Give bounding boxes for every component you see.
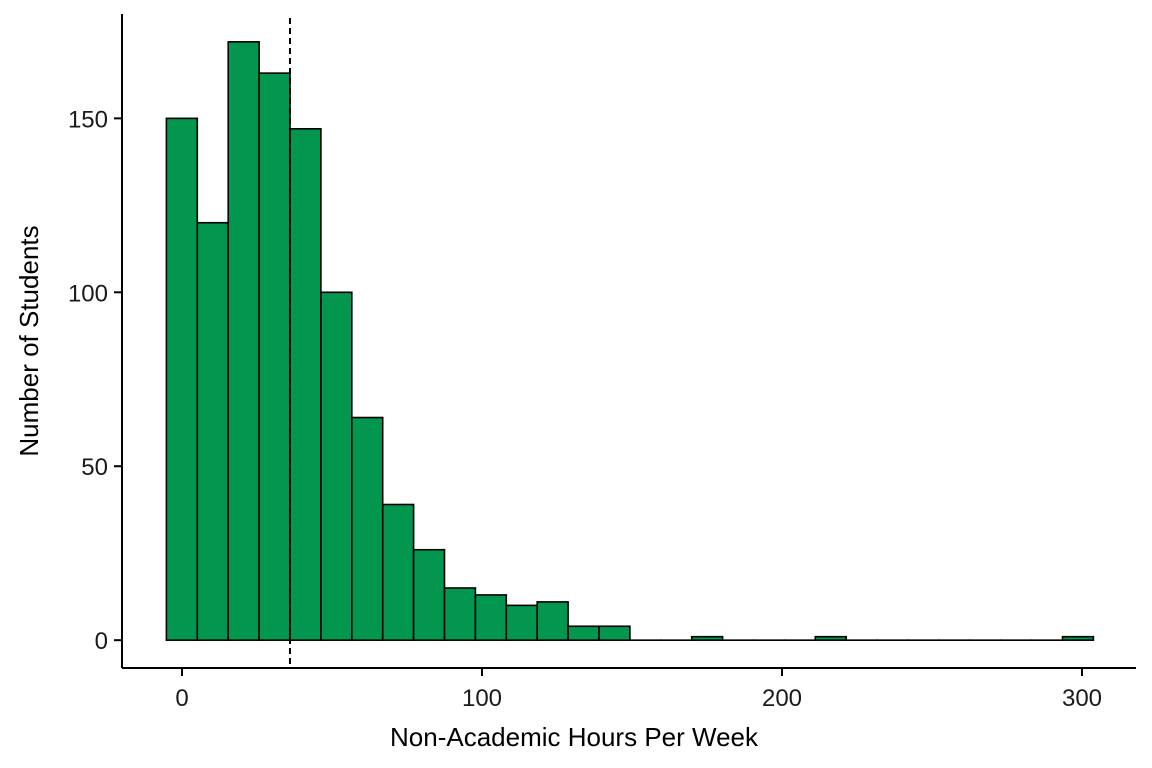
histogram-bar: [1061, 635, 1095, 641]
y-tick-label: 50: [81, 454, 108, 481]
y-tick-label: 150: [68, 106, 108, 133]
bars-layer: [165, 41, 1095, 641]
histogram-bar: [505, 604, 538, 641]
histogram-bar: [443, 587, 477, 641]
histogram-bar: [567, 625, 600, 641]
histogram-bar: [196, 221, 230, 641]
axes-layer: [121, 14, 1136, 669]
histogram-bar: [814, 635, 847, 641]
histogram-bar: [165, 117, 199, 641]
x-tick-label: 100: [462, 685, 502, 712]
histogram-bar: [381, 503, 415, 641]
histogram-bar: [289, 127, 322, 641]
histogram-bar: [227, 41, 260, 641]
x-axis-title: Non-Academic Hours Per Week: [390, 722, 759, 752]
histogram-bar: [690, 635, 724, 641]
y-axis-title: Number of Students: [14, 225, 44, 456]
histogram-bar: [320, 291, 353, 641]
histogram-bar: [536, 601, 569, 641]
x-ticks-layer: 0 100 200 300: [175, 668, 1102, 712]
histogram-bar: [598, 625, 631, 641]
y-tick-label: 0: [95, 628, 108, 655]
histogram-bar: [258, 72, 291, 641]
x-tick-label: 0: [175, 685, 188, 712]
y-tick-label: 100: [68, 280, 108, 307]
x-tick-label: 200: [762, 685, 802, 712]
y-ticks-layer: 0 50 100 150: [68, 106, 122, 655]
x-tick-label: 300: [1062, 685, 1102, 712]
histogram-bar: [474, 594, 508, 641]
histogram-bar: [350, 416, 384, 641]
histogram-bar: [412, 548, 446, 641]
